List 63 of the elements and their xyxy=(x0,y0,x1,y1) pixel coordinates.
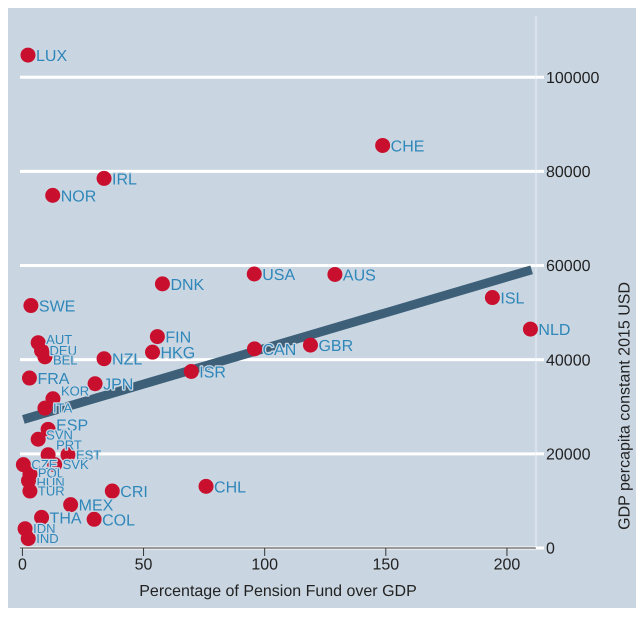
x-tick-label: 200 xyxy=(494,556,520,574)
point xyxy=(246,266,262,282)
point xyxy=(96,351,112,366)
data-label: ITA xyxy=(52,400,73,416)
y-tick-label: 60000 xyxy=(546,258,591,276)
y-tick-label: 100000 xyxy=(546,70,600,87)
point xyxy=(104,484,120,499)
data-label: IRL xyxy=(112,171,138,188)
data-label: NZL xyxy=(112,352,142,369)
x-tick-label: 0 xyxy=(18,556,27,574)
point xyxy=(154,276,170,292)
data-label: CHE xyxy=(390,138,424,156)
point xyxy=(302,338,318,353)
x-tick-label: 50 xyxy=(134,556,153,574)
point xyxy=(198,478,214,494)
data-label: DNK xyxy=(170,276,205,294)
data-label: NOR xyxy=(60,188,96,206)
point xyxy=(34,510,50,525)
point xyxy=(96,170,112,186)
point xyxy=(375,138,390,153)
data-label: LUX xyxy=(36,48,68,66)
data-label: CHL xyxy=(214,479,246,496)
point xyxy=(88,376,103,392)
point xyxy=(522,322,538,337)
point xyxy=(184,364,199,379)
data-label: USA xyxy=(262,266,296,284)
data-label: MEX xyxy=(78,498,114,515)
x-tick-label: 150 xyxy=(372,556,400,574)
data-label: NLD xyxy=(538,322,570,340)
data-label: COL xyxy=(102,512,136,530)
data-label: AUS xyxy=(342,267,376,284)
data-label: ISR xyxy=(199,364,226,382)
point xyxy=(22,370,37,386)
data-label: ISL xyxy=(500,290,525,308)
y-axis-title: GDP percapita constant 2015 USD xyxy=(616,282,634,530)
data-label: KOR xyxy=(60,383,90,398)
point xyxy=(30,432,46,447)
point xyxy=(327,266,342,282)
data-label: FIN xyxy=(165,330,192,347)
data-label: HKG xyxy=(160,345,196,362)
point xyxy=(86,512,102,527)
point xyxy=(63,497,78,512)
data-label: SWE xyxy=(38,298,76,316)
data-label: CRI xyxy=(120,484,148,502)
point xyxy=(20,531,36,546)
x-axis-title: Percentage of Pension Fund over GDP xyxy=(139,583,417,600)
point xyxy=(484,290,500,306)
point xyxy=(22,484,38,499)
point xyxy=(150,329,165,344)
point xyxy=(145,344,160,360)
data-label: GBR xyxy=(318,338,354,356)
point xyxy=(247,341,262,356)
y-tick-label: 80000 xyxy=(546,164,591,182)
point xyxy=(37,349,52,364)
point xyxy=(23,298,38,314)
y-tick-label: 40000 xyxy=(546,352,591,370)
x-tick-label: 100 xyxy=(251,556,278,574)
point xyxy=(37,400,52,416)
y-tick-label: 0 xyxy=(546,540,555,558)
point xyxy=(20,48,36,63)
point xyxy=(45,188,60,203)
data-label: AUT xyxy=(46,332,72,348)
y-tick-label: 20000 xyxy=(546,446,591,464)
